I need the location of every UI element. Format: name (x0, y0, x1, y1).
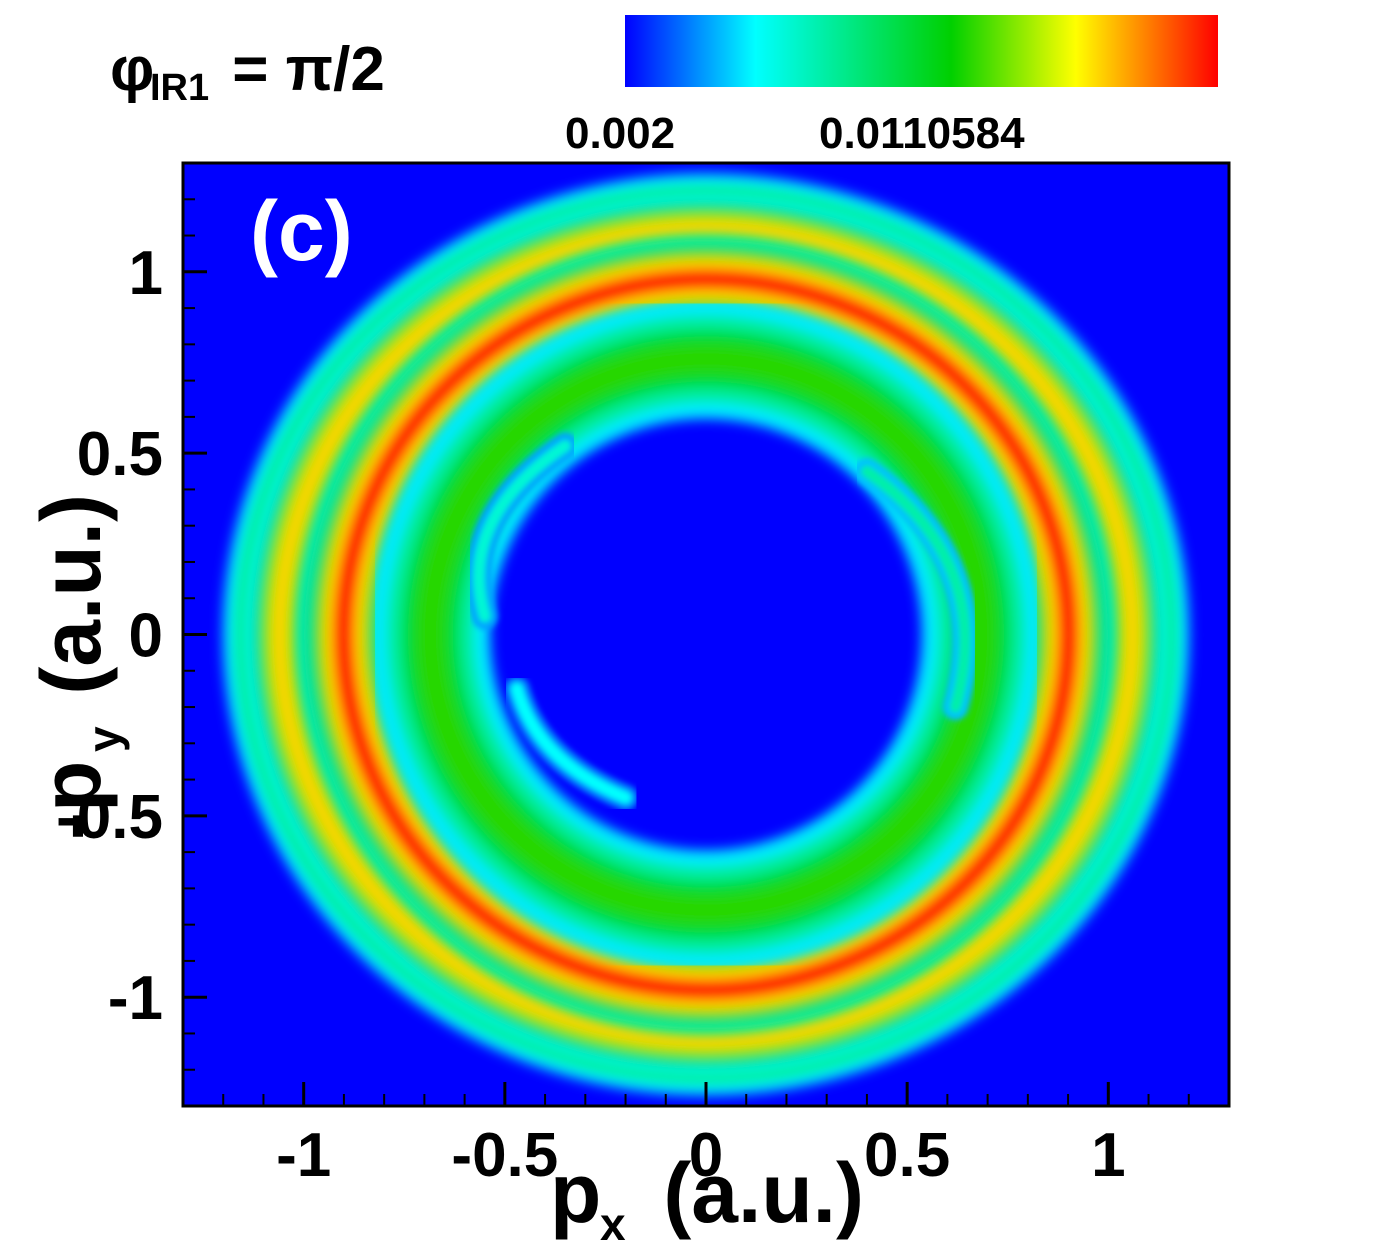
title-rest: = π/2 (215, 35, 385, 104)
title-subscript: IR1 (150, 67, 209, 109)
panel-label: (c) (250, 184, 353, 278)
arc-4 (465, 432, 579, 630)
y-tick-label-1: 0.5 (77, 420, 163, 489)
xlabel-main: p (550, 1146, 601, 1240)
ylabel-main: -p (24, 761, 118, 840)
ring-1 (247, 196, 1165, 1073)
ring-3 (370, 299, 1042, 970)
arc-6 (503, 675, 639, 811)
x-axis-label: p x (a.u.) (550, 1146, 864, 1244)
xlabel-sub: x (600, 1198, 626, 1244)
arc-5 (853, 458, 978, 721)
colorbar-tick-label-0: 0.002 (565, 109, 675, 158)
x-tick-label-3: 0.5 (864, 1121, 950, 1190)
y-tick-label-3: -0.5 (56, 783, 163, 852)
x-tick-label-2: 0 (689, 1121, 723, 1190)
title-symbol: φ (110, 35, 154, 104)
y-tick-label-0: 1 (129, 239, 163, 308)
y-axis-label: -p y (a.u.) (24, 494, 130, 840)
axis-ticks: -1 -0.5 0 0.5 1 1 0.5 0 -0.5 -1 (56, 162, 1230, 1190)
x-tick-label-0: -1 (276, 1121, 331, 1190)
ring-0 (221, 172, 1191, 1097)
ylabel-sub: y (78, 726, 130, 752)
x-tick-label-1: -0.5 (451, 1121, 558, 1190)
y-tick-label-4: -1 (108, 964, 163, 1033)
ylabel-rest: (a.u.) (24, 494, 118, 718)
colorbar (625, 15, 1218, 87)
xlabel-rest: (a.u.) (640, 1146, 864, 1240)
x-tick-label-4: 1 (1091, 1121, 1125, 1190)
chart-title: φ IR1 = π/2 (110, 35, 385, 109)
colorbar-ticks: 0.002 0.0110584 (565, 109, 1025, 158)
colorbar-tick-label-1: 0.0110584 (819, 109, 1025, 158)
y-tick-label-2: 0 (129, 602, 163, 671)
heatmap (221, 172, 1191, 1097)
ring-2 (299, 235, 1113, 1034)
